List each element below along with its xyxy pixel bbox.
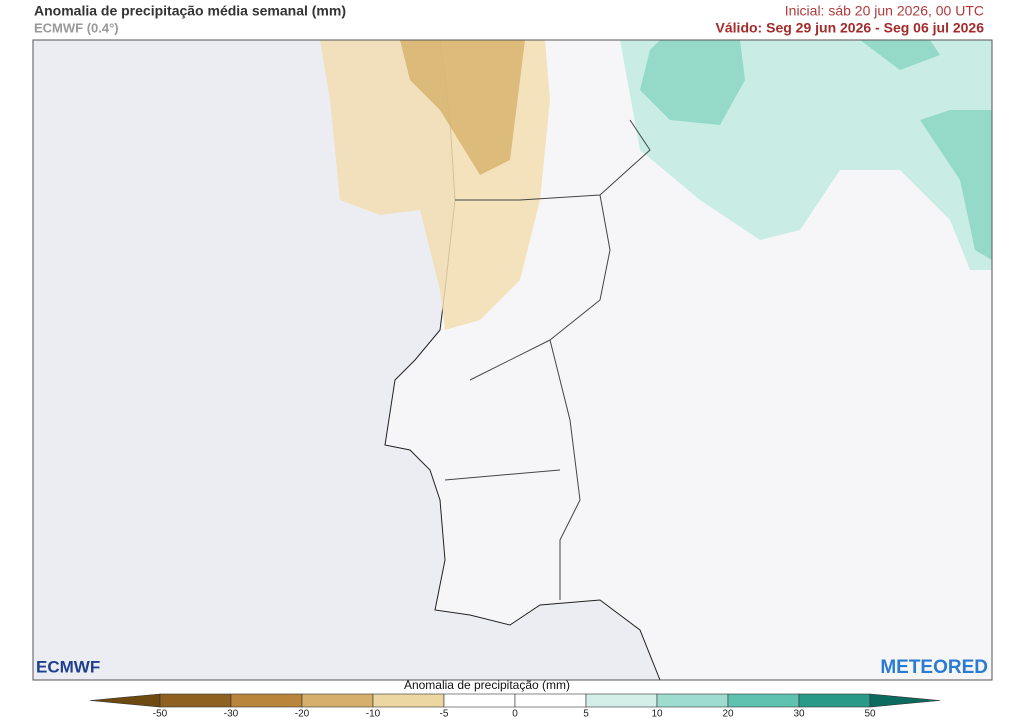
colorbar-tick-label: 0 [512,709,518,720]
colorbar-segment [798,693,871,708]
colorbar-tick-label: 20 [722,709,734,720]
colorbar-segment [372,693,445,708]
colorbar-end [869,693,941,708]
colorbar-end [89,693,161,708]
colorbar-tick-label: -10 [366,709,381,720]
anomaly-wet-strong [640,40,992,260]
title: Anomalia de precipitação média semanal (… [34,3,346,19]
colorbar-tick-label: -30 [224,709,239,720]
colorbar-tick-label: 5 [583,709,589,720]
colorbar-segment [585,693,658,708]
colorbar-label: Anomalia de precipitação (mm) [404,678,570,692]
colorbar-segment [514,693,587,708]
initial-time: Inicial: sáb 20 jun 2026, 00 UTC [785,3,984,19]
colorbar-tick-label: 50 [864,709,876,720]
colorbar-segment [301,693,374,708]
colorbar-tick-label: 10 [651,709,663,720]
anomaly-dry-strong [400,40,525,175]
ecmwf-logo: ECMWF [36,657,100,676]
valid-time: Válido: Seg 29 jun 2026 - Seg 06 jul 202… [716,20,985,36]
colorbar-segment [727,693,800,708]
map [32,39,993,681]
colorbar-tick-label: 30 [793,709,805,720]
colorbar-segment [656,693,729,708]
colorbar-tick-label: -5 [440,709,449,720]
model: ECMWF (0.4°) [34,20,119,35]
colorbar-segment [443,693,516,708]
anomaly-dry [33,40,550,330]
borders [444,119,651,600]
colorbar-segment [230,693,303,708]
colorbar-tick-label: -20 [295,709,310,720]
colorbar-segment [159,693,232,708]
meteored-logo: METEORED [880,657,988,678]
colorbar-tick-label: -50 [153,709,168,720]
colorbar: -50 -30 -20 -10 -5 0 5 10 20 30 50 [89,693,941,720]
map-frame [32,39,993,681]
